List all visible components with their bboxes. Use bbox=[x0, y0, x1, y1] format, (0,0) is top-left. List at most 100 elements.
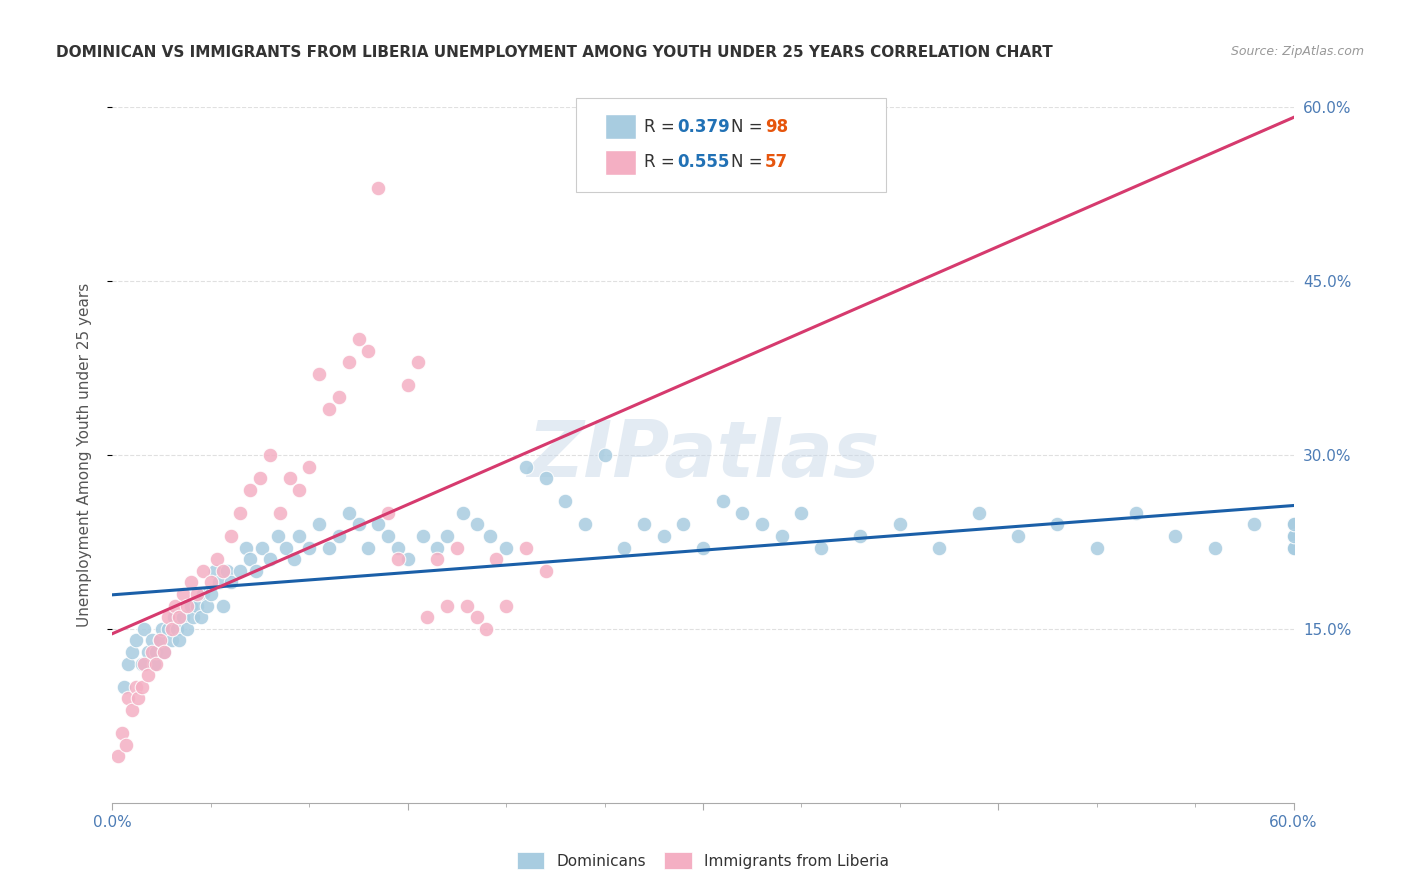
Legend: Dominicans, Immigrants from Liberia: Dominicans, Immigrants from Liberia bbox=[510, 846, 896, 875]
Point bbox=[267, 529, 290, 543]
Point bbox=[127, 691, 149, 706]
Point bbox=[156, 622, 179, 636]
Point bbox=[1282, 529, 1305, 543]
Point bbox=[357, 343, 380, 358]
Point bbox=[125, 633, 148, 648]
Point bbox=[200, 575, 222, 590]
Point bbox=[176, 622, 198, 636]
Point bbox=[245, 564, 267, 578]
Point bbox=[1243, 517, 1265, 532]
Y-axis label: Unemployment Among Youth under 25 years: Unemployment Among Youth under 25 years bbox=[77, 283, 91, 627]
Point bbox=[387, 541, 409, 555]
Point bbox=[318, 401, 340, 416]
Point bbox=[278, 471, 301, 485]
Point bbox=[790, 506, 813, 520]
Point bbox=[249, 471, 271, 485]
Point bbox=[259, 552, 281, 566]
Point bbox=[166, 622, 188, 636]
Point bbox=[436, 599, 458, 613]
Point bbox=[515, 459, 537, 474]
Point bbox=[205, 552, 228, 566]
Text: 0.379: 0.379 bbox=[678, 118, 731, 136]
Point bbox=[152, 645, 174, 659]
Point bbox=[515, 541, 537, 555]
Point bbox=[446, 541, 468, 555]
Point bbox=[115, 738, 138, 752]
Point bbox=[731, 506, 754, 520]
Point bbox=[117, 691, 139, 706]
Point bbox=[229, 564, 252, 578]
Point bbox=[308, 517, 330, 532]
Point bbox=[145, 645, 167, 659]
Point bbox=[112, 680, 135, 694]
Text: N =: N = bbox=[731, 153, 768, 171]
Text: N =: N = bbox=[731, 118, 768, 136]
Point bbox=[633, 517, 655, 532]
Point bbox=[169, 610, 191, 624]
Point bbox=[191, 564, 214, 578]
Point bbox=[152, 645, 174, 659]
Point bbox=[125, 680, 148, 694]
Point bbox=[534, 564, 557, 578]
Point bbox=[211, 564, 233, 578]
Point bbox=[239, 552, 262, 566]
Point bbox=[367, 181, 389, 195]
Text: 57: 57 bbox=[765, 153, 787, 171]
Point bbox=[485, 552, 508, 566]
Point bbox=[1282, 517, 1305, 532]
Point bbox=[149, 633, 172, 648]
Point bbox=[186, 587, 208, 601]
Point bbox=[436, 529, 458, 543]
Point bbox=[328, 529, 350, 543]
Point bbox=[889, 517, 911, 532]
Point bbox=[711, 494, 734, 508]
Point bbox=[1125, 506, 1147, 520]
Point bbox=[229, 506, 252, 520]
Point bbox=[107, 749, 129, 764]
Point bbox=[1282, 529, 1305, 543]
Point bbox=[1282, 529, 1305, 543]
Point bbox=[967, 506, 990, 520]
Point bbox=[1204, 541, 1226, 555]
Point bbox=[692, 541, 714, 555]
Point bbox=[810, 541, 832, 555]
Point bbox=[1282, 541, 1305, 555]
Point bbox=[200, 587, 222, 601]
Point bbox=[465, 517, 488, 532]
Point bbox=[141, 633, 163, 648]
Point bbox=[347, 517, 370, 532]
Point bbox=[849, 529, 872, 543]
Point bbox=[1282, 541, 1305, 555]
Point bbox=[1282, 517, 1305, 532]
Point bbox=[412, 529, 434, 543]
Point bbox=[219, 529, 242, 543]
Point bbox=[142, 657, 165, 671]
Point bbox=[751, 517, 773, 532]
Point bbox=[308, 367, 330, 381]
Point bbox=[160, 622, 183, 636]
Point bbox=[180, 575, 202, 590]
Point bbox=[593, 448, 616, 462]
Point bbox=[406, 355, 429, 369]
Point bbox=[495, 599, 517, 613]
Point bbox=[1085, 541, 1108, 555]
Point bbox=[328, 390, 350, 404]
Point bbox=[1282, 517, 1305, 532]
Point bbox=[136, 668, 159, 682]
Point bbox=[347, 332, 370, 346]
Point bbox=[131, 680, 153, 694]
Point bbox=[176, 599, 198, 613]
Point bbox=[613, 541, 636, 555]
Point bbox=[396, 552, 419, 566]
Point bbox=[274, 541, 297, 555]
Text: R =: R = bbox=[644, 153, 681, 171]
Point bbox=[396, 378, 419, 392]
Point bbox=[195, 599, 218, 613]
Point bbox=[111, 726, 134, 740]
Point bbox=[456, 599, 478, 613]
Point bbox=[770, 529, 793, 543]
Point bbox=[132, 657, 155, 671]
Point bbox=[131, 657, 153, 671]
Point bbox=[156, 610, 179, 624]
Point bbox=[288, 529, 311, 543]
